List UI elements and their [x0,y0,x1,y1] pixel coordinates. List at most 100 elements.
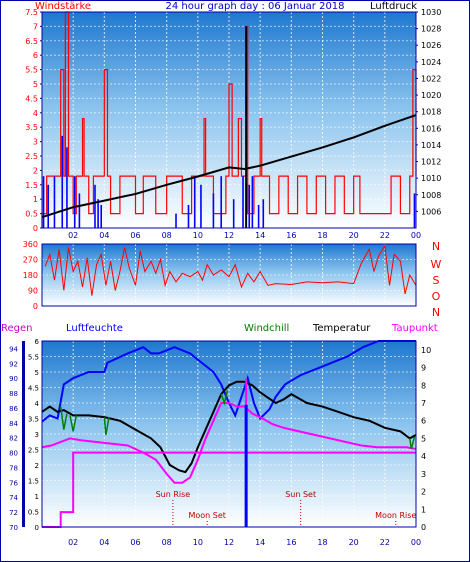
rain-tick-label: 94 [9,345,18,353]
temperature-tick-label: 1 [421,505,426,514]
humidity-line [41,340,416,423]
windspeed-axis-title: Windstärke [35,1,91,12]
compass-axis: N W S O N [431,240,442,319]
time-tick-label: 14 [255,538,265,547]
legend-windchill: Windchill [244,323,289,334]
rain-tick-label: 74 [9,494,18,502]
event-label: Moon Rise [375,511,416,520]
direction-series [44,244,417,296]
wind-pressure-panel: 00.511.522.533.544.555.566.577.5 1006100… [25,1,441,240]
rain-tick-label: 92 [9,360,18,368]
rain-tick-label: 72 [9,509,18,517]
rain-tick-label: 86 [9,405,18,413]
legend-humidity: Luftfeuchte [66,323,123,334]
humidity-tick-label: 3.5 [28,416,39,424]
compass-label: O [432,290,441,303]
pressure-tick-label: 1024 [421,58,441,67]
temperature-tick-label: 6 [421,417,426,426]
time-tick-label: 02 [68,538,78,547]
pressure-tick-label: 1006 [421,207,441,216]
pressure-tick-label: 1012 [421,158,441,167]
windspeed-tick-label: 0.5 [25,210,38,219]
temperature-tick-label: 3 [421,470,426,479]
windspeed-tick-label: 3 [33,138,38,147]
direction-tick-label: 90 [28,287,38,296]
rain-axis: 70 72 74 76 78 80 82 84 86 88 90 92 94 [9,345,18,532]
windspeed-axis: 0 0.5 1 1.5 2 2.5 3 3.5 4 4.5 5 5.5 6 6.5 7 7.5 [25,8,42,233]
time-tick-label: 16 [286,231,296,240]
windchill-line [409,436,416,450]
temperature-tick-label: 8 [421,381,426,390]
direction-panel-frame [41,243,417,307]
wind-panel-frame [41,11,417,229]
chart-title: 24 hour graph day : 06 Januar 2018 [165,1,344,12]
windspeed-tick-label: 6.5 [25,37,38,46]
compass-label: N [432,240,440,253]
time-tick-label: 20 [349,231,359,240]
dewpoint-line [41,402,417,484]
time-tick-label: 22 [380,231,390,240]
windspeed-series [41,11,417,228]
temperature-axis: 0 1 2 3 4 5 6 7 8 9 10 [421,346,431,532]
windspeed-tick-label: 4 [33,109,38,118]
time-tick-label: 04 [99,538,109,547]
windspeed-tick-label: 4.5 [25,94,38,103]
pressure-tick-label: 1018 [421,108,441,117]
rain-tick-label: 82 [9,435,18,443]
wind-direction-panel: 0 90 180 270 360 N W S O N [23,240,442,319]
legend-dewpoint: Taupunkt [391,323,438,334]
compass-label: W [431,258,442,271]
temperature-tick-label: 7 [421,399,426,408]
humidity-tick-label: 2.5 [28,447,39,455]
windgust-series [42,26,416,228]
pressure-tick-label: 1028 [421,25,441,34]
direction-degree-axis: 0 90 180 270 360 [23,240,38,311]
time-tick-label: 18 [317,538,327,547]
pressure-tick-label: 1008 [421,191,441,200]
humidity-tick-label: 1.5 [28,478,39,486]
direction-line [44,244,417,296]
pressure-line [41,114,417,219]
windchill-line [69,415,78,432]
humidity-tick-label: 0.5 [28,509,39,517]
windspeed-tick-label: 2.5 [25,152,38,161]
direction-tick-label: 270 [23,256,38,265]
rain-tick-label: 70 [9,524,18,532]
time-tick-label: 10 [193,538,203,547]
pressure-tick-label: 1030 [421,8,441,17]
rain-tick-label: 88 [9,390,18,398]
time-tick-label: 12 [224,231,234,240]
legend-rain: Regen [1,323,33,334]
pressure-tick-label: 1026 [421,41,441,50]
windspeed-line [41,11,417,228]
rain-tick-label: 90 [9,375,18,383]
direction-tick-label: 0 [33,302,38,311]
temperature-tick-label: 5 [421,434,426,443]
windspeed-tick-label: 7.5 [25,8,38,17]
windspeed-tick-label: 1 [33,195,38,204]
windchill-line [59,406,68,430]
windspeed-tick-label: 5.5 [25,66,38,75]
compass-label: S [433,274,440,287]
windspeed-tick-label: 2 [33,166,38,175]
time-tick-label: 04 [99,231,109,240]
humidity-tick-label: 0 [35,524,39,532]
time-tick-label: 08 [162,231,172,240]
humidity-tick-label: 5 [35,369,39,377]
event-label: Moon Set [188,511,225,520]
temperature-tick-label: 0 [421,523,426,532]
temperature-tick-label: 2 [421,488,426,497]
time-tick-label: 14 [255,231,265,240]
time-tick-label: 08 [162,538,172,547]
climate-panel-frame [41,340,417,528]
time-tick-label: 16 [286,538,296,547]
humidity-axis: 0 0.5 1 1.5 2 2.5 3 3.5 4 4.5 5 5.5 6 [28,338,40,532]
rain-tick-label: 84 [9,420,18,428]
time-tick-label: 22 [380,538,390,547]
humidity-tick-label: 2 [35,462,39,470]
legend-temperature: Temperatur [312,323,371,334]
time-tick-label: 18 [317,231,327,240]
direction-tick-label: 360 [23,240,38,249]
